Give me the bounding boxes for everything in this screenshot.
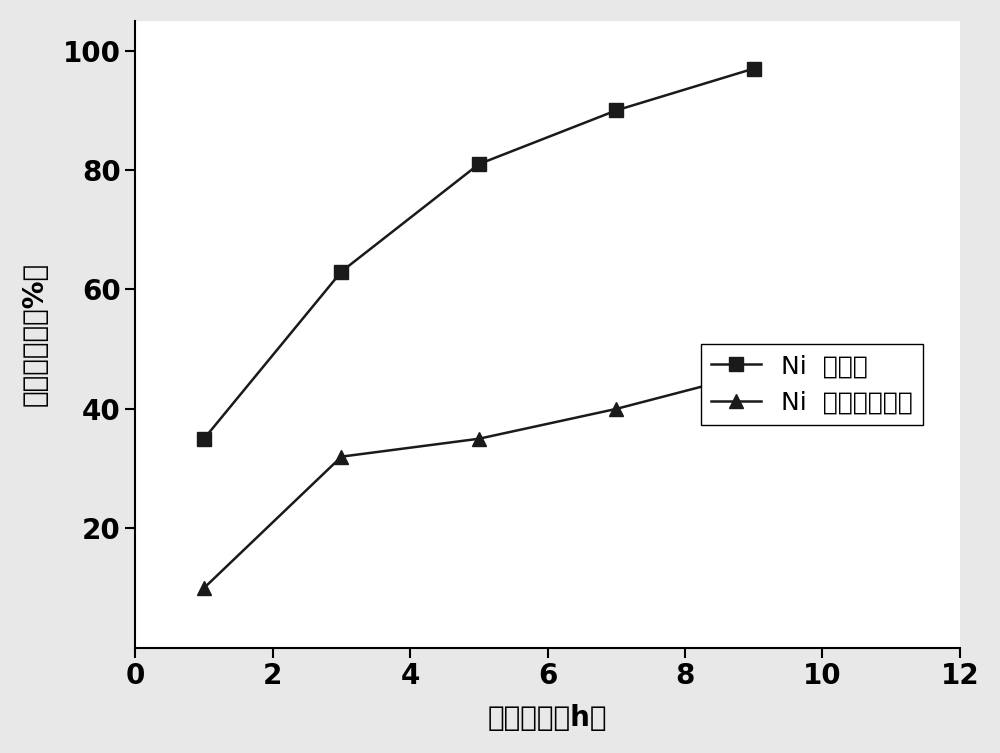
Ni  四面体 <box>748 64 760 73</box>
X-axis label: 反应时间（h）: 反应时间（h） <box>488 704 607 732</box>
Legend: Ni  四面体, Ni  纳米球形颗粒: Ni 四面体, Ni 纳米球形颗粒 <box>701 344 923 425</box>
Ni  纳米球形颗粒 <box>473 434 485 444</box>
Ni  纳米球形颗粒 <box>610 404 622 413</box>
Line: Ni  四面体: Ni 四面体 <box>197 62 761 446</box>
Ni  四面体 <box>198 434 210 444</box>
Ni  纳米球形颗粒 <box>335 452 347 461</box>
Ni  四面体 <box>335 267 347 276</box>
Ni  四面体 <box>610 106 622 115</box>
Ni  纳米球形颗粒 <box>198 584 210 593</box>
Ni  纳米球形颗粒 <box>748 368 760 377</box>
Ni  四面体 <box>473 160 485 169</box>
Line: Ni  纳米球形颗粒: Ni 纳米球形颗粒 <box>197 366 761 595</box>
Y-axis label: 甲苯转化率（%）: 甲苯转化率（%） <box>21 262 49 407</box>
